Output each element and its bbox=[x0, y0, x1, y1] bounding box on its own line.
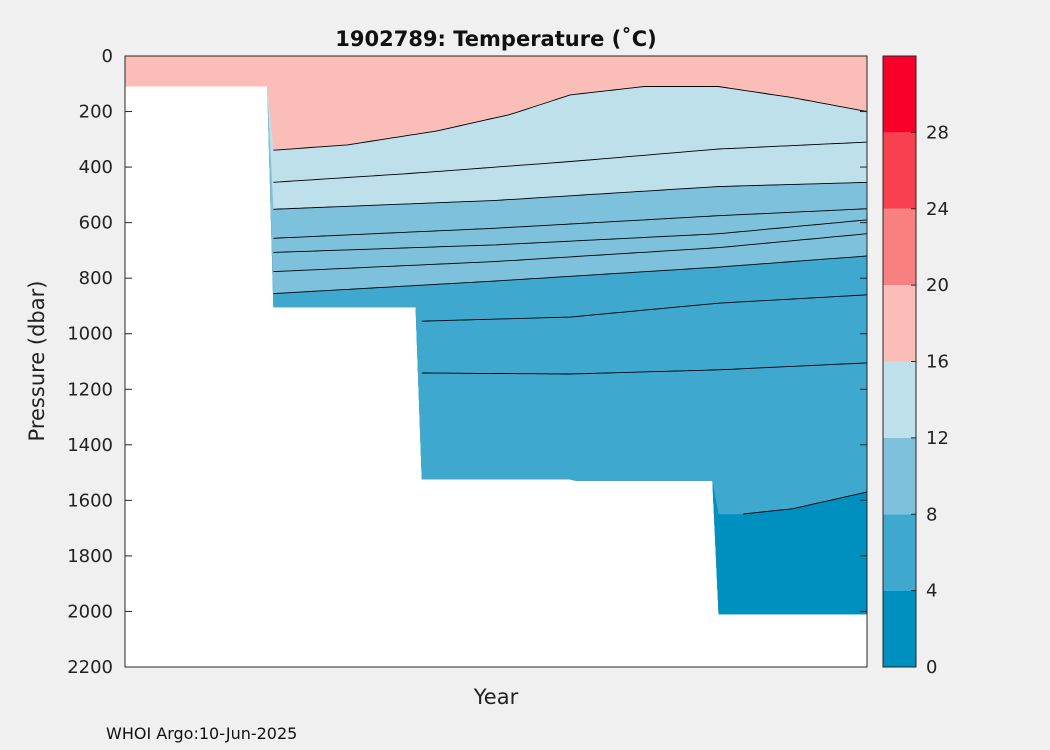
temperature-fills bbox=[125, 56, 867, 615]
y-tick-label: 800 bbox=[79, 268, 113, 289]
isotherm-2 bbox=[273, 181, 868, 210]
isotherm-9 bbox=[743, 491, 868, 515]
colorbar-tick-label: 0 bbox=[926, 657, 937, 678]
isotherm-8 bbox=[421, 362, 868, 375]
colorbar-tick-label: 12 bbox=[926, 428, 949, 449]
isotherm-3 bbox=[273, 208, 868, 239]
x-axis-label: Year bbox=[473, 685, 519, 709]
isotherm-6 bbox=[273, 255, 868, 295]
plot-frame bbox=[124, 55, 868, 668]
chart-title: 1902789: Temperature (˚C) bbox=[335, 27, 656, 51]
colorbar-band-3 bbox=[883, 361, 916, 438]
y-tick-label: 1200 bbox=[67, 379, 113, 400]
y-tick-label: 1000 bbox=[67, 324, 113, 345]
y-tick-label: 1400 bbox=[67, 435, 113, 456]
colorbar-band-5 bbox=[883, 208, 916, 286]
temperature-band-10 bbox=[125, 86, 867, 615]
colorbar-band-2 bbox=[883, 437, 916, 515]
temperature-band-8 bbox=[125, 86, 867, 615]
isotherm-4 bbox=[273, 219, 868, 253]
y-tick-label: 200 bbox=[79, 102, 113, 123]
y-axis-ticks: 0 200 400 600 800 1000 1200 1400 1600 1800 2000 220… bbox=[67, 46, 867, 678]
y-tick-label: 1800 bbox=[67, 546, 113, 567]
colorbar-tick-label: 4 bbox=[926, 581, 937, 602]
colorbar-band-1 bbox=[883, 514, 916, 591]
colorbar-band-6 bbox=[883, 132, 916, 209]
colorbar: 0 4 8 12 16 20 24 28 bbox=[883, 56, 949, 678]
colorbar-tick-label: 20 bbox=[926, 275, 949, 296]
isotherm-5 bbox=[273, 233, 868, 273]
footer-note: WHOI Argo:10-Jun-2025 bbox=[106, 724, 298, 743]
isotherm-contours bbox=[273, 86, 868, 515]
isotherm-7 bbox=[421, 294, 868, 322]
y-tick-label: 600 bbox=[79, 213, 113, 234]
isotherm-0 bbox=[273, 86, 868, 151]
colorbar-tick-label: 8 bbox=[926, 504, 937, 525]
colorbar-tick-label: 16 bbox=[926, 352, 949, 373]
colorbar-band-4 bbox=[883, 285, 916, 362]
y-tick-label: 0 bbox=[102, 46, 113, 67]
colorbar-band-7 bbox=[883, 56, 916, 133]
colorbar-frame bbox=[882, 55, 917, 668]
isotherm-1 bbox=[273, 141, 868, 183]
y-tick-label: 400 bbox=[79, 157, 113, 178]
colorbar-tick-label: 24 bbox=[926, 199, 949, 220]
colorbar-band-0 bbox=[883, 590, 916, 667]
y-axis-label: Pressure (dbar) bbox=[25, 281, 49, 442]
y-tick-label: 1600 bbox=[67, 490, 113, 511]
y-tick-label: 2000 bbox=[67, 601, 113, 622]
y-tick-label: 2200 bbox=[67, 657, 113, 678]
colorbar-tick-label: 28 bbox=[926, 122, 949, 143]
